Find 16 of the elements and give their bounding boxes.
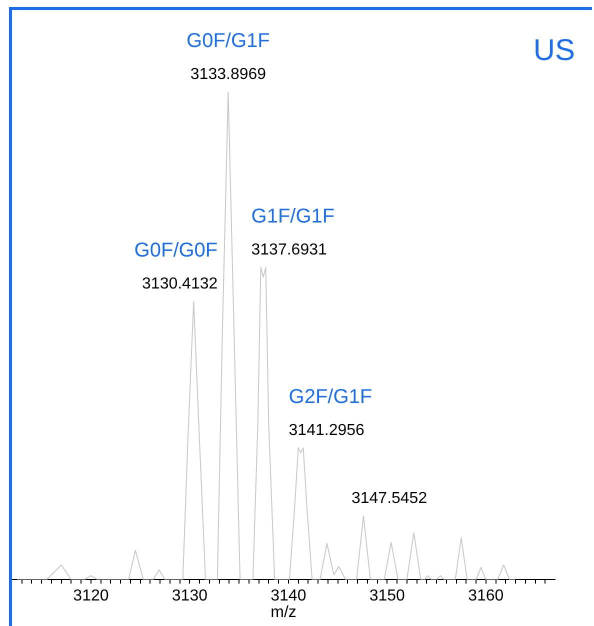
annotation: 3133.8969 xyxy=(190,66,266,83)
text: US xyxy=(533,34,575,67)
annotation: G0F/G0F xyxy=(134,240,218,262)
annotation: G2F/G1F xyxy=(288,386,372,408)
annotation: G1F/G1F xyxy=(251,206,335,228)
annotation: 3137.6931 xyxy=(251,242,327,259)
x-tick-label: 3120 xyxy=(73,588,109,605)
x-axis-title: m/z xyxy=(270,604,296,621)
x-tick-label: 3140 xyxy=(270,588,306,605)
x-tick-label: 3130 xyxy=(172,588,208,605)
x-tick-label: 3150 xyxy=(369,588,406,605)
annotation: G0F/G1F xyxy=(186,30,270,52)
x-tick-label: 3160 xyxy=(468,588,504,605)
annotation: 3141.2956 xyxy=(288,422,365,439)
annotation: 3130.4132 xyxy=(142,276,218,293)
annotation: 3147.5452 xyxy=(351,490,428,508)
